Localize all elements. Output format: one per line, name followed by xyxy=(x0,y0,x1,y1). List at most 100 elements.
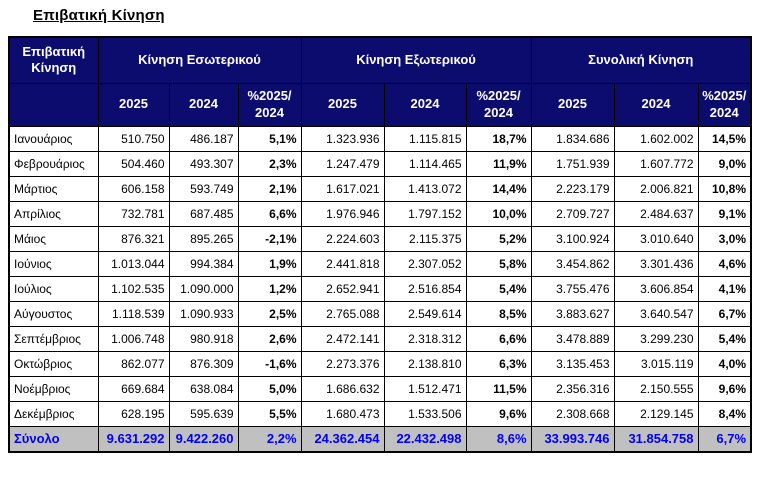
percent-cell: 9,6% xyxy=(465,400,532,427)
table-row: Μάρτιος 606.158 593.749 2,1% 1.617.021 1.413.… xyxy=(8,175,752,202)
value-cell: 2.223.179 xyxy=(530,175,615,202)
value-cell: 606.158 xyxy=(97,175,170,202)
group-header-domestic: Κίνηση Εσωτερικού xyxy=(97,36,302,84)
month-cell: Οκτώβριος xyxy=(8,350,99,377)
percent-cell: 5,0% xyxy=(237,375,302,402)
percent-cell: 10,0% xyxy=(465,200,532,227)
percent-cell: 2,3% xyxy=(237,150,302,177)
percent-cell: 6,6% xyxy=(465,325,532,352)
value-cell: 1.090.933 xyxy=(168,300,239,327)
value-cell: 3.478.889 xyxy=(530,325,615,352)
percent-cell: 3,0% xyxy=(697,225,752,252)
value-cell: 2.224.603 xyxy=(300,225,385,252)
table-row: Σεπτέμβριος 1.006.748 980.918 2,6% 2.472.141… xyxy=(8,325,752,352)
value-cell: 1.607.772 xyxy=(613,150,699,177)
value-cell: 510.750 xyxy=(97,125,170,152)
percent-cell: 2,1% xyxy=(237,175,302,202)
percent-cell: 18,7% xyxy=(465,125,532,152)
group-header-total: Συνολική Κίνηση xyxy=(530,36,752,84)
table-row: Μάιος 876.321 895.265 -2,1% 2.224.603 2.115.3… xyxy=(8,225,752,252)
subheader-pct: %2025/ 2024 xyxy=(697,82,752,127)
percent-cell: 5,8% xyxy=(465,250,532,277)
value-cell: 862.077 xyxy=(97,350,170,377)
value-cell: 3.299.230 xyxy=(613,325,699,352)
value-cell: 1.533.506 xyxy=(383,400,467,427)
value-cell: 1.976.946 xyxy=(300,200,385,227)
value-cell: 493.307 xyxy=(168,150,239,177)
month-cell: Φεβρουάριος xyxy=(8,150,99,177)
table-row: Αύγουστος 1.118.539 1.090.933 2,5% 2.765.088… xyxy=(8,300,752,327)
value-cell: 3.640.547 xyxy=(613,300,699,327)
value-cell: 980.918 xyxy=(168,325,239,352)
value-cell: 1.413.072 xyxy=(383,175,467,202)
table-footer: Σύνολο 9.631.292 9.422.260 2,2% 24.362.454 22… xyxy=(8,425,752,453)
subheader-2024: 2024 xyxy=(613,82,699,127)
percent-cell: 10,8% xyxy=(697,175,752,202)
percent-cell: 9,0% xyxy=(697,150,752,177)
subheader-pct: %2025/ 2024 xyxy=(465,82,532,127)
value-cell: 1.602.002 xyxy=(613,125,699,152)
value-cell: 1.686.632 xyxy=(300,375,385,402)
table-row: Ιούνιος 1.013.044 994.384 1,9% 2.441.818 2.30… xyxy=(8,250,752,277)
value-cell: 2.308.668 xyxy=(530,400,615,427)
value-cell: 638.084 xyxy=(168,375,239,402)
value-cell: 486.187 xyxy=(168,125,239,152)
total-value-cell: 9.631.292 xyxy=(97,425,170,453)
subheader-2025: 2025 xyxy=(530,82,615,127)
value-cell: 2.115.375 xyxy=(383,225,467,252)
value-cell: 3.606.854 xyxy=(613,275,699,302)
percent-cell: 1,2% xyxy=(237,275,302,302)
page-title: Επιβατική Κίνηση xyxy=(33,7,165,24)
value-cell: 2.006.821 xyxy=(613,175,699,202)
value-cell: 2.709.727 xyxy=(530,200,615,227)
percent-cell: 6,6% xyxy=(237,200,302,227)
percent-cell: 5,1% xyxy=(237,125,302,152)
table-row: Φεβρουάριος 504.460 493.307 2,3% 1.247.479 1.… xyxy=(8,150,752,177)
value-cell: 3.100.924 xyxy=(530,225,615,252)
month-cell: Νοέμβριος xyxy=(8,375,99,402)
percent-cell: 5,4% xyxy=(465,275,532,302)
group-header-international: Κίνηση Εξωτερικού xyxy=(300,36,532,84)
total-row: Σύνολο 9.631.292 9.422.260 2,2% 24.362.454 22… xyxy=(8,425,752,453)
total-label-cell: Σύνολο xyxy=(8,425,99,453)
sub-header-row: 2025 2024 %2025/ 2024 2025 2024 %2025/ 2… xyxy=(8,82,752,127)
value-cell: 994.384 xyxy=(168,250,239,277)
table-body: Ιανουάριος 510.750 486.187 5,1% 1.323.936 1.1… xyxy=(8,125,752,427)
value-cell: 876.309 xyxy=(168,350,239,377)
table-row: Δεκέμβριος 628.195 595.639 5,5% 1.680.473 1.5… xyxy=(8,400,752,427)
value-cell: 2.138.810 xyxy=(383,350,467,377)
percent-cell: 11,5% xyxy=(465,375,532,402)
value-cell: 2.484.637 xyxy=(613,200,699,227)
percent-cell: 4,6% xyxy=(697,250,752,277)
passenger-traffic-table: Επιβατική Κίνηση Κίνηση Εσωτερικού Κίνησ… xyxy=(8,36,753,453)
total-value-cell: 24.362.454 xyxy=(300,425,385,453)
value-cell: 593.749 xyxy=(168,175,239,202)
value-cell: 3.883.627 xyxy=(530,300,615,327)
value-cell: 1.102.535 xyxy=(97,275,170,302)
value-cell: 1.247.479 xyxy=(300,150,385,177)
percent-cell: 1,9% xyxy=(237,250,302,277)
percent-cell: 2,6% xyxy=(237,325,302,352)
month-cell: Ιανουάριος xyxy=(8,125,99,152)
value-cell: 504.460 xyxy=(97,150,170,177)
table-header: Επιβατική Κίνηση Κίνηση Εσωτερικού Κίνησ… xyxy=(8,36,752,127)
month-cell: Ιούνιος xyxy=(8,250,99,277)
percent-cell: 8,4% xyxy=(697,400,752,427)
value-cell: 2.129.145 xyxy=(613,400,699,427)
value-cell: 1.617.021 xyxy=(300,175,385,202)
value-cell: 2.356.316 xyxy=(530,375,615,402)
month-cell: Σεπτέμβριος xyxy=(8,325,99,352)
percent-cell: 14,5% xyxy=(697,125,752,152)
value-cell: 2.318.312 xyxy=(383,325,467,352)
value-cell: 628.195 xyxy=(97,400,170,427)
corner-empty-cell xyxy=(8,82,99,127)
month-cell: Ιούλιος xyxy=(8,275,99,302)
value-cell: 3.015.119 xyxy=(613,350,699,377)
corner-header-cell: Επιβατική Κίνηση xyxy=(8,36,99,84)
total-value-cell: 33.993.746 xyxy=(530,425,615,453)
percent-cell: 4,0% xyxy=(697,350,752,377)
value-cell: 895.265 xyxy=(168,225,239,252)
total-percent-cell: 8,6% xyxy=(465,425,532,453)
subheader-pct: %2025/ 2024 xyxy=(237,82,302,127)
value-cell: 2.307.052 xyxy=(383,250,467,277)
